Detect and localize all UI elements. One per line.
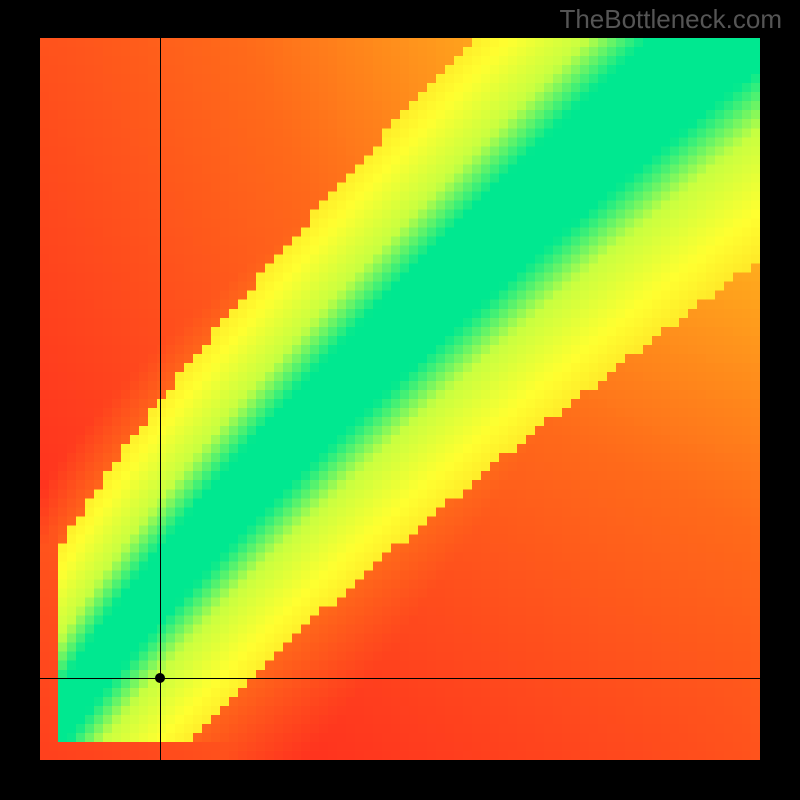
chart-container: TheBottleneck.com xyxy=(0,0,800,800)
crosshair-horizontal xyxy=(40,678,760,679)
watermark-text: TheBottleneck.com xyxy=(559,4,782,35)
bottleneck-heatmap xyxy=(40,38,760,760)
crosshair-vertical xyxy=(160,38,161,760)
